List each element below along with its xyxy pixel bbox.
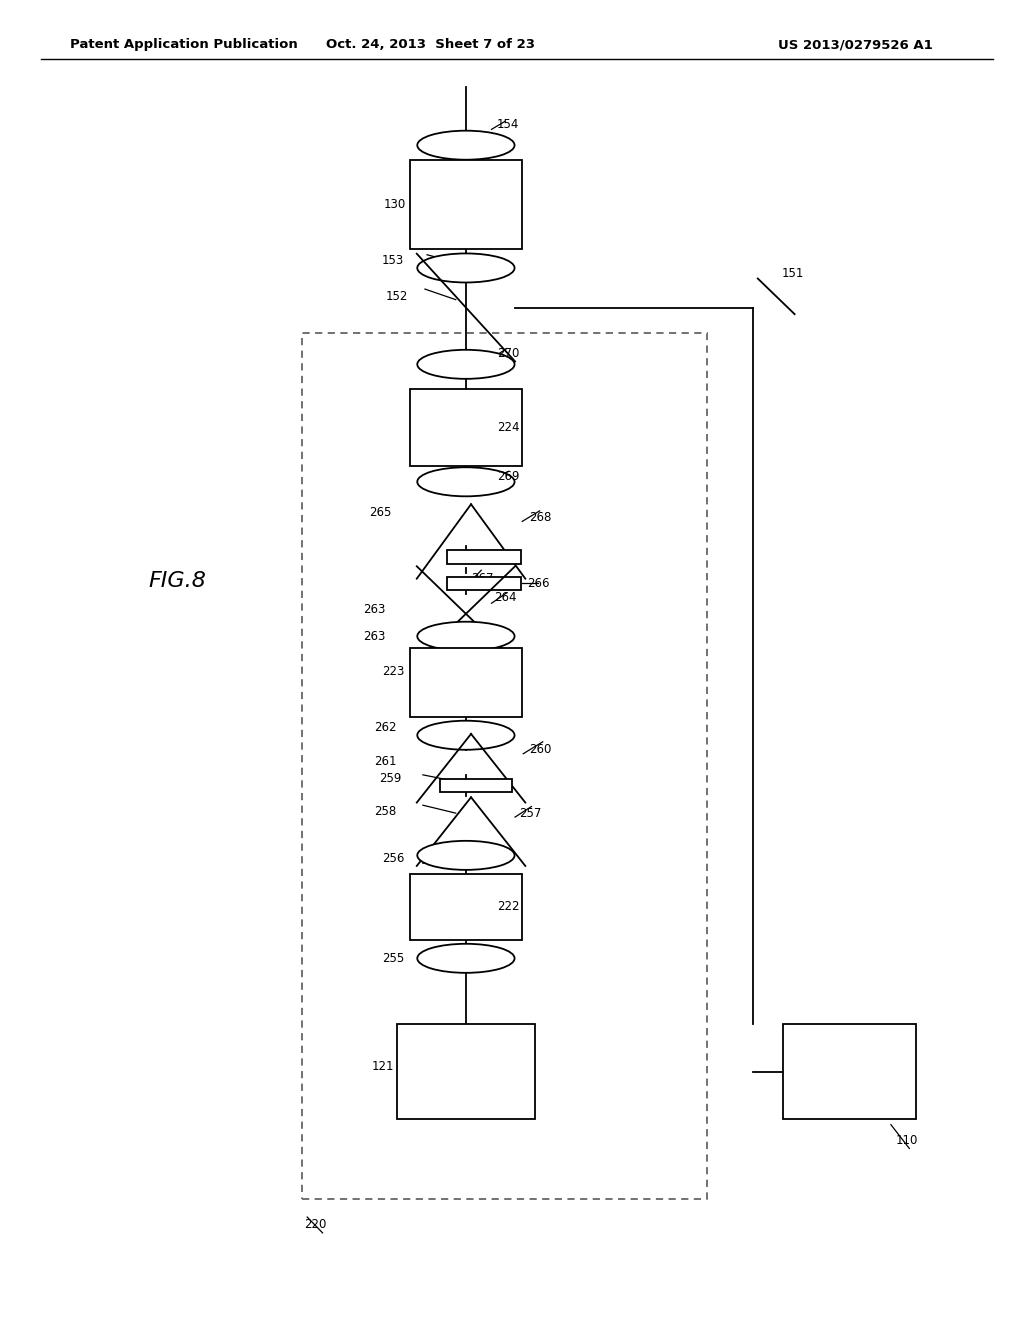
Text: 256: 256 xyxy=(382,851,404,865)
Ellipse shape xyxy=(418,350,515,379)
Ellipse shape xyxy=(418,131,515,160)
Bar xyxy=(302,333,707,1199)
Ellipse shape xyxy=(418,467,515,496)
Text: 265: 265 xyxy=(369,506,391,519)
Text: 260: 260 xyxy=(529,743,552,756)
Text: 257: 257 xyxy=(519,807,542,820)
Text: 220: 220 xyxy=(304,1218,327,1232)
Bar xyxy=(397,1024,535,1119)
Bar xyxy=(410,648,522,717)
Ellipse shape xyxy=(418,622,515,651)
Ellipse shape xyxy=(418,721,515,750)
Text: 259: 259 xyxy=(379,772,401,785)
Text: 110: 110 xyxy=(896,1134,919,1147)
Text: 224: 224 xyxy=(497,421,519,434)
Text: Oct. 24, 2013  Sheet 7 of 23: Oct. 24, 2013 Sheet 7 of 23 xyxy=(326,38,535,51)
Text: 263: 263 xyxy=(364,630,386,643)
Text: 263: 263 xyxy=(364,603,386,616)
Ellipse shape xyxy=(418,253,515,282)
Text: 267: 267 xyxy=(471,572,494,585)
Bar xyxy=(440,779,512,792)
Bar xyxy=(447,550,521,564)
Text: US 2013/0279526 A1: US 2013/0279526 A1 xyxy=(778,38,933,51)
Text: 121: 121 xyxy=(372,1060,394,1073)
Bar xyxy=(410,874,522,940)
Text: 152: 152 xyxy=(386,290,409,304)
Text: 153: 153 xyxy=(382,253,404,267)
Bar xyxy=(783,1024,916,1119)
Text: 130: 130 xyxy=(384,198,407,211)
Text: 269: 269 xyxy=(497,470,519,483)
Bar xyxy=(447,577,521,590)
Text: 258: 258 xyxy=(374,805,396,818)
Text: 262: 262 xyxy=(374,721,396,734)
Text: 154: 154 xyxy=(497,117,519,131)
Text: Patent Application Publication: Patent Application Publication xyxy=(70,38,297,51)
Text: 223: 223 xyxy=(382,665,404,678)
Text: 222: 222 xyxy=(497,900,519,913)
Bar xyxy=(410,389,522,466)
Ellipse shape xyxy=(418,944,515,973)
Text: 268: 268 xyxy=(529,511,552,524)
Text: 151: 151 xyxy=(781,267,804,280)
Ellipse shape xyxy=(418,841,515,870)
Text: 266: 266 xyxy=(527,577,550,590)
Text: FIG.8: FIG.8 xyxy=(148,570,207,591)
Bar xyxy=(410,160,522,249)
Text: 261: 261 xyxy=(374,755,396,768)
Text: 270: 270 xyxy=(497,347,519,360)
Text: 264: 264 xyxy=(495,591,517,605)
Text: 255: 255 xyxy=(382,952,404,965)
